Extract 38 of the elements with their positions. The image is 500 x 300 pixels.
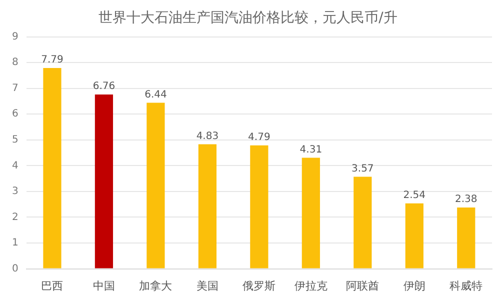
x-tick-label: 伊拉克 [294,279,328,292]
x-tick-label: 巴西 [41,279,64,292]
bar [198,144,216,268]
data-label: 3.57 [352,163,374,174]
x-tick-label: 阿联酋 [346,279,380,292]
y-tick-label: 3 [12,186,18,198]
bar [250,145,268,268]
data-label: 4.79 [248,132,270,143]
data-label: 4.31 [300,144,322,156]
y-tick-label: 5 [12,134,18,146]
y-tick-label: 6 [12,108,18,120]
data-label: 2.54 [403,190,426,201]
y-tick-label: 7 [12,82,18,94]
y-tick-label: 1 [12,238,18,249]
y-tick-label: 4 [12,160,18,172]
y-tick-label: 0 [12,263,18,274]
bar [43,68,62,268]
y-tick-label: 9 [12,31,18,42]
x-tick-label: 中国 [92,279,115,292]
chart-title: 世界十大石油生产国汽油价格比较，元人民币/升 [98,10,398,26]
data-label: 4.83 [196,130,219,142]
bar [457,207,476,268]
bar [354,176,372,268]
y-tick-label: 8 [12,57,18,68]
data-label: 6.76 [92,81,116,92]
x-tick-label: 伊朗 [403,279,426,292]
x-tick-label: 科威特 [450,279,483,292]
data-label: 2.38 [455,194,478,206]
y-tick-label: 2 [12,212,18,223]
data-label: 6.44 [144,89,167,100]
x-tick-label: 美国 [196,279,218,292]
data-label: 7.79 [41,54,64,66]
bar [405,203,424,268]
x-tick-label: 俄罗斯 [242,279,276,292]
bar [146,102,165,268]
x-tick-label: 加拿大 [139,279,172,292]
bar [94,94,114,268]
bar [302,158,320,268]
